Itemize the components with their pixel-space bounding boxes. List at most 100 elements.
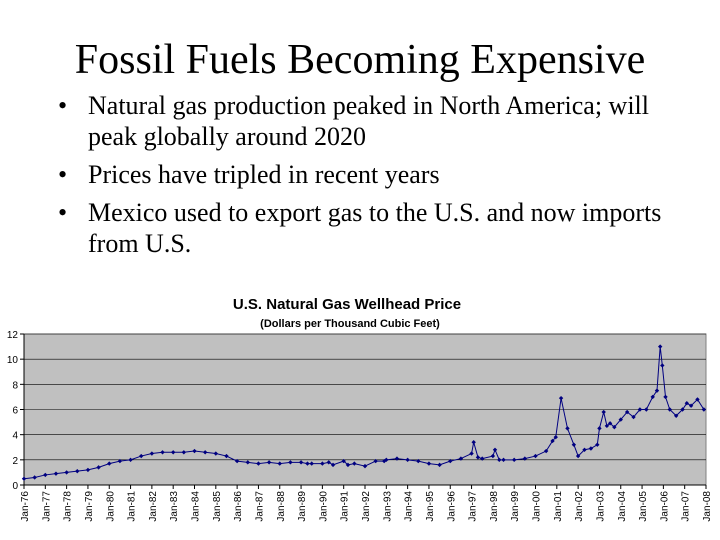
data-point: [75, 468, 80, 474]
data-point: [607, 421, 613, 426]
data-point: [32, 475, 37, 480]
data-point: [384, 457, 389, 463]
data-point: [341, 458, 346, 464]
data-point: [373, 458, 378, 464]
data-point: [575, 453, 581, 459]
data-point: [663, 394, 668, 400]
y-tick-label: 8: [12, 380, 18, 391]
data-point: [181, 450, 187, 455]
x-tick-label: Jan-00: [532, 491, 543, 522]
data-point: [553, 434, 558, 440]
data-point: [128, 457, 133, 463]
data-point: [631, 414, 636, 420]
data-point: [595, 442, 600, 447]
x-tick-label: Jan-05: [638, 491, 649, 522]
x-tick-label: Jan-96: [446, 491, 457, 522]
x-tick-label: Jan-95: [425, 491, 436, 522]
data-point: [565, 426, 570, 431]
data-point: [277, 461, 282, 466]
bullet-item: • Mexico used to export gas to the U.S. a…: [58, 197, 698, 259]
data-point: [471, 440, 476, 445]
data-point: [543, 448, 549, 454]
data-point: [612, 424, 617, 430]
chart-subtitle: (Dollars per Thousand Cubic Feet): [260, 318, 440, 330]
y-tick-label: 10: [7, 355, 19, 366]
data-point: [170, 450, 176, 455]
data-point: [469, 451, 474, 456]
data-point: [673, 413, 679, 418]
x-tick-label: Jan-08: [702, 491, 713, 522]
slide-title: Fossil Fuels Becoming Expensive: [74, 37, 646, 83]
data-point: [558, 395, 564, 401]
bullet-dot: •: [58, 91, 68, 120]
x-tick-label: Jan-77: [41, 491, 52, 522]
x-tick-label: Jan-98: [489, 491, 500, 522]
data-point: [680, 407, 685, 412]
data-point: [139, 453, 144, 459]
data-point: [650, 394, 655, 400]
data-point: [601, 409, 606, 415]
data-point: [326, 460, 331, 465]
series-layer: [21, 344, 707, 481]
x-tick-label: Jan-03: [595, 491, 606, 522]
data-point: [582, 447, 587, 452]
data-point: [394, 456, 400, 461]
data-point: [490, 453, 496, 459]
x-tick-label: Jan-02: [574, 491, 585, 522]
data-point: [654, 388, 660, 393]
data-point: [43, 472, 48, 478]
bullet-text: Natural gas production peaked in North A…: [88, 91, 650, 151]
data-point: [511, 457, 517, 463]
data-point: [298, 460, 304, 465]
data-point: [352, 461, 357, 466]
data-point: [657, 344, 663, 349]
x-tick-label: Jan-93: [382, 491, 393, 522]
y-axis: 0 2 4 6 8 10 12: [7, 330, 25, 492]
data-point: [701, 407, 707, 412]
data-point: [213, 451, 219, 456]
data-point: [107, 461, 112, 466]
x-tick-label: Jan-91: [340, 491, 351, 522]
x-tick-label: Jan-87: [254, 491, 265, 522]
x-tick-label: Jan-89: [297, 491, 308, 522]
data-point: [266, 460, 272, 465]
bullet-text: Mexico used to export gas to the U.S. an…: [88, 198, 662, 258]
data-point: [497, 457, 502, 463]
data-point: [571, 442, 577, 447]
x-tick-label: Jan-86: [233, 491, 244, 522]
x-tick-label: Jan-01: [553, 491, 564, 522]
x-tick-label: Jan-92: [361, 491, 372, 522]
data-point: [256, 461, 261, 466]
data-point: [660, 363, 665, 368]
x-tick-label: Jan-81: [127, 491, 138, 522]
chart-title: U.S. Natural Gas Wellhead Price: [233, 296, 461, 313]
data-point: [695, 397, 700, 402]
data-point: [288, 460, 293, 465]
x-tick-label: Jan-99: [510, 491, 521, 522]
x-tick-label: Jan-84: [191, 491, 202, 522]
x-tick-label: Jan-07: [681, 491, 692, 522]
data-point: [522, 456, 528, 461]
data-point: [458, 456, 464, 461]
data-point: [501, 457, 506, 463]
data-point: [160, 450, 165, 455]
y-tick-label: 6: [12, 406, 18, 417]
data-point: [21, 476, 27, 481]
data-point: [688, 403, 694, 408]
data-point: [405, 457, 410, 463]
y-tick-label: 0: [12, 481, 18, 492]
data-point: [492, 447, 498, 452]
x-tick-label: Jan-78: [63, 491, 74, 522]
data-point: [448, 458, 453, 464]
data-point: [637, 407, 643, 412]
data-point: [618, 417, 623, 422]
data-point: [85, 467, 91, 473]
data-point: [245, 460, 250, 465]
bullet-item: • Natural gas production peaked in North …: [58, 90, 698, 152]
y-tick-label: 4: [12, 431, 18, 442]
y-tick-label: 2: [12, 456, 18, 467]
x-tick-label: Jan-79: [84, 491, 95, 522]
x-axis: Jan-76 Jan-77 Jan-78 Jan-79 Jan-80 Jan-81 Jan-…: [20, 484, 713, 522]
data-point: [149, 451, 155, 456]
x-tick-label: Jan-88: [276, 491, 287, 522]
